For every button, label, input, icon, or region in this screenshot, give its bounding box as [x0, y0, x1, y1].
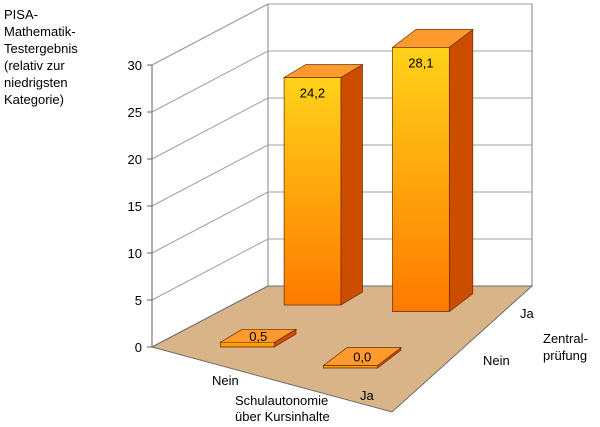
- x-axis-label-line: über Kursinhalte: [235, 409, 330, 424]
- bar: 0,0: [322, 346, 403, 369]
- y-axis-label: PISA- Mathematik- Testergebnis (relativ …: [4, 6, 134, 108]
- y-axis-label-line: Testergebnis: [4, 41, 78, 56]
- bar-value-label: 0,0: [353, 350, 371, 365]
- x-axis-label-line: Schulautonomie: [235, 393, 328, 408]
- y-ticks: 0 5 10 15 20 25 30: [128, 58, 153, 355]
- bar-front: [220, 341, 275, 348]
- bar: 28,1: [391, 28, 474, 313]
- y-tick-label: 30: [128, 58, 142, 73]
- depth-axis-label-line: Zentral-: [543, 331, 588, 346]
- depth-axis-label-line: prüfung: [543, 348, 587, 363]
- bars: 24,2 28,1 0,5 0,0: [219, 28, 474, 369]
- depth-tick-label: Ja: [520, 306, 535, 321]
- y-axis-label-line: Mathematik-: [4, 24, 76, 39]
- y-axis-label-line: Kategorie): [4, 92, 64, 107]
- depth-tick-label: Nein: [483, 353, 510, 368]
- y-tick-label: 20: [128, 152, 142, 167]
- bar-value-label: 24,2: [300, 86, 325, 101]
- y-tick-label: 15: [128, 199, 142, 214]
- x-tick-label: Nein: [212, 373, 239, 388]
- y-tick-label: 5: [135, 293, 142, 308]
- y-tick-label: 25: [128, 105, 142, 120]
- bar-front: [283, 77, 342, 306]
- bar-value-label: 28,1: [408, 55, 433, 70]
- bar-front: [392, 47, 450, 312]
- bar-front: [323, 365, 378, 369]
- x-tick-label: Ja: [360, 388, 375, 403]
- chart-floor: [150, 285, 534, 413]
- bar-side: [340, 63, 363, 306]
- y-axis-label-line: (relativ zur: [4, 58, 65, 73]
- y-tick-label: 0: [135, 340, 142, 355]
- bar: 24,2: [282, 63, 364, 306]
- bar-side: [448, 28, 474, 313]
- floor: [150, 285, 534, 413]
- bar: 0,5: [219, 328, 298, 348]
- y-axis-label-line: niedrigsten: [4, 75, 68, 90]
- gridline: [151, 3, 532, 66]
- y-tick-label: 10: [128, 246, 142, 261]
- y-axis-label-line: PISA-: [4, 7, 38, 22]
- bar-value-label: 0,5: [249, 329, 267, 344]
